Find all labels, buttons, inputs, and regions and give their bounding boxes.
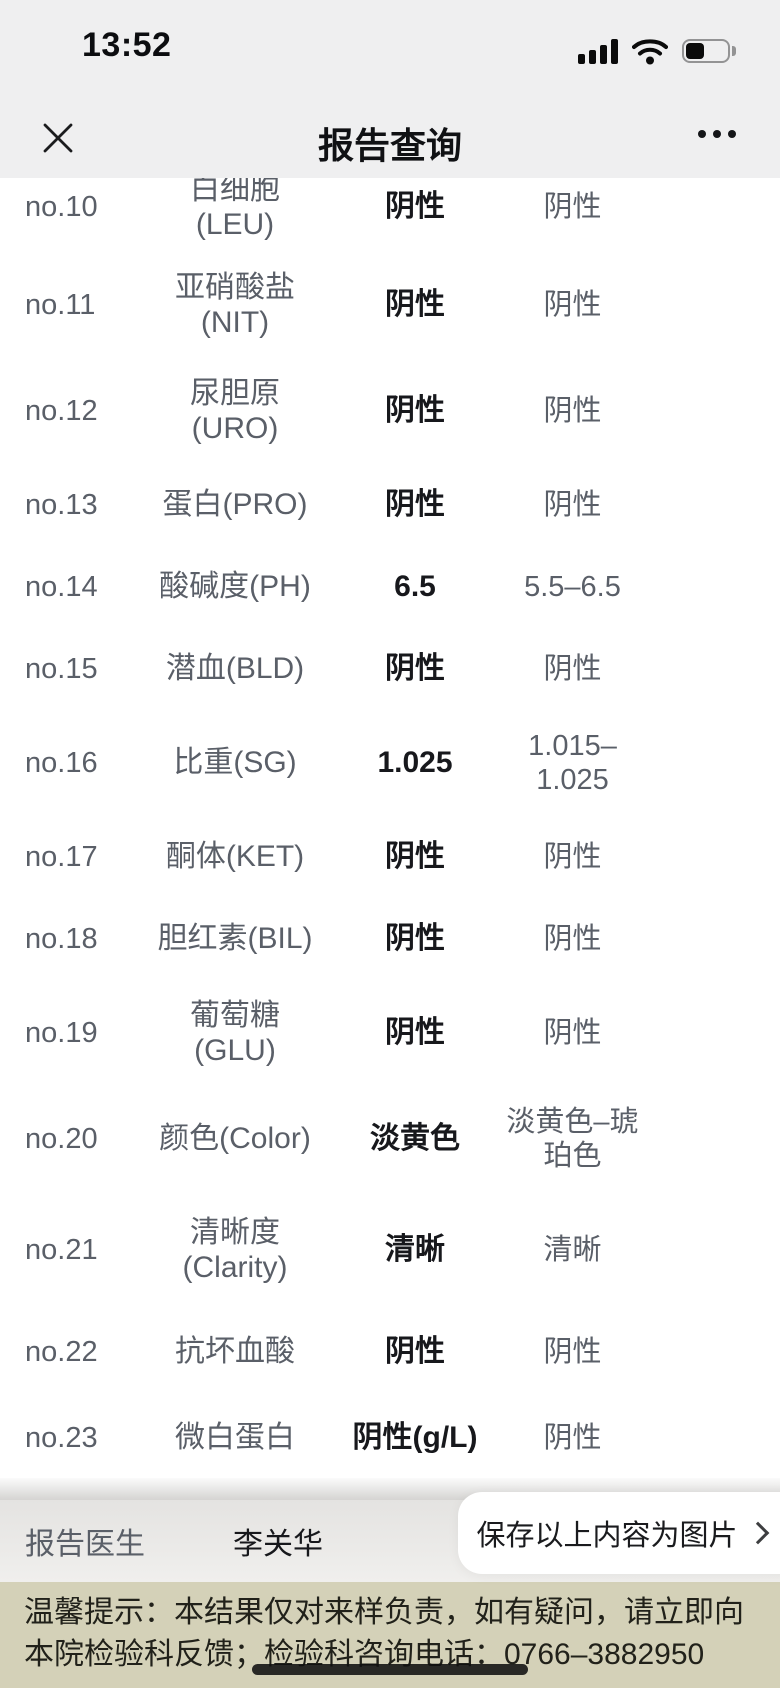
notice-footer: 温馨提示：本结果仅对来样负责，如有疑问，请立即向本院检验科反馈；检验科咨询电话：… [0,1582,780,1688]
doctor-name: 李关华 [233,1528,323,1561]
battery-icon [682,39,736,63]
save-as-image-button[interactable]: 保存以上内容为图片 [458,1492,780,1574]
test-name: 胆红素(BIL) [157,922,313,956]
close-icon[interactable] [40,120,76,156]
top-header: 13:52 报告查询 [0,0,780,178]
row-number: no.11 [25,288,96,321]
test-result: 阴性(g/L) [352,1421,478,1455]
table-row: no.21 清晰度 (Clarity) 清晰 清晰 [0,1192,780,1308]
test-reference: 阴性 [543,190,602,223]
test-name: 尿胆原 (URO) [190,376,280,445]
table-row: no.13 蛋白(PRO) 阴性 阴性 [0,464,780,546]
test-name: 颜色(Color) [159,1122,311,1156]
test-name: 葡萄糖 (GLU) [190,998,280,1067]
row-number: no.13 [25,488,98,521]
test-result: 阴性 [385,394,445,428]
more-menu-icon[interactable] [698,130,736,138]
page-title: 报告查询 [317,125,462,166]
test-result: 阴性 [385,652,445,686]
test-result: 清晰 [385,1233,445,1267]
row-number: no.17 [25,840,98,873]
wifi-icon [632,38,668,64]
test-name: 亚硝酸盐 (NIT) [175,270,295,339]
row-number: no.19 [25,1016,98,1049]
test-reference: 阴性 [543,488,602,521]
table-row: no.12 尿胆原 (URO) 阴性 阴性 [0,358,780,464]
chevron-right-icon [746,1521,769,1545]
table-row: no.11 亚硝酸盐 (NIT) 阴性 阴性 [0,252,780,358]
test-result: 淡黄色 [370,1122,460,1156]
row-number: no.18 [25,922,98,955]
test-reference: 阴性 [543,652,602,685]
notice-text: 温馨提示：本结果仅对来样负责，如有疑问，请立即向本院检验科反馈；检验科咨询电话：… [24,1596,744,1671]
test-reference: 1.015– 1.025 [528,729,617,796]
test-result: 阴性 [385,190,445,224]
test-result: 阴性 [385,840,445,874]
row-number: no.10 [25,190,98,223]
table-row: no.18 胆红素(BIL) 阴性 阴性 [0,898,780,980]
row-number: no.14 [25,570,98,603]
test-result: 1.025 [377,746,453,780]
row-number: no.15 [25,652,98,685]
row-number: no.23 [25,1421,98,1454]
nav-bar: 报告查询 [0,100,780,178]
table-row: no.23 微白蛋白 阴性(g/L) 阴性 [0,1396,780,1480]
test-name: 酮体(KET) [165,840,305,874]
test-name: 潜血(BLD) [165,652,305,686]
status-bar: 13:52 [0,0,780,100]
save-as-image-label: 保存以上内容为图片 [476,1520,738,1552]
row-number: no.21 [25,1233,98,1266]
table-row: no.17 酮体(KET) 阴性 阴性 [0,816,780,898]
test-reference: 阴性 [543,394,602,427]
table-row: no.22 抗坏血酸 阴性 阴性 [0,1308,780,1396]
cellular-signal-icon [578,38,618,64]
row-number: no.20 [25,1122,98,1155]
status-time: 13:52 [82,26,172,64]
test-reference: 阴性 [543,1421,602,1454]
test-reference: 5.5–6.5 [524,570,621,603]
test-name: 白细胞 (LEU) [190,178,280,241]
test-reference: 淡黄色–琥 珀色 [506,1105,639,1172]
status-icons [578,34,736,68]
test-name: 抗坏血酸 [175,1335,295,1369]
row-number: no.16 [25,746,98,779]
test-reference: 清晰 [543,1233,602,1266]
test-reference: 阴性 [543,840,602,873]
row-number: no.12 [25,394,98,427]
test-result: 6.5 [394,570,436,604]
table-row: no.15 潜血(BLD) 阴性 阴性 [0,628,780,710]
table-row: no.16 比重(SG) 1.025 1.015– 1.025 [0,710,780,816]
table-row: no.14 酸碱度(PH) 6.5 5.5–6.5 [0,546,780,628]
test-reference: 阴性 [543,1335,602,1368]
test-reference: 阴性 [543,1016,602,1049]
home-indicator[interactable] [252,1664,528,1675]
test-name: 比重(SG) [173,746,297,780]
lab-results-table[interactable]: no.10 白细胞 (LEU) 阴性 阴性 no.11 亚硝酸盐 (NIT) 阴… [0,178,780,1480]
table-row: no.20 颜色(Color) 淡黄色 淡黄色–琥 珀色 [0,1086,780,1192]
test-result: 阴性 [385,488,445,522]
test-reference: 阴性 [543,922,602,955]
test-name: 微白蛋白 [175,1421,295,1455]
test-name: 清晰度 (Clarity) [182,1215,288,1284]
doctor-label: 报告医生 [25,1528,145,1561]
test-name: 酸碱度(PH) [159,570,311,604]
row-number: no.22 [25,1335,98,1368]
test-result: 阴性 [385,288,445,322]
table-row: no.10 白细胞 (LEU) 阴性 阴性 [0,178,780,252]
table-row: no.19 葡萄糖 (GLU) 阴性 阴性 [0,980,780,1086]
test-name: 蛋白(PRO) [162,488,308,522]
test-reference: 阴性 [543,288,602,321]
test-result: 阴性 [385,1016,445,1050]
test-result: 阴性 [385,922,445,956]
test-result: 阴性 [385,1335,445,1369]
